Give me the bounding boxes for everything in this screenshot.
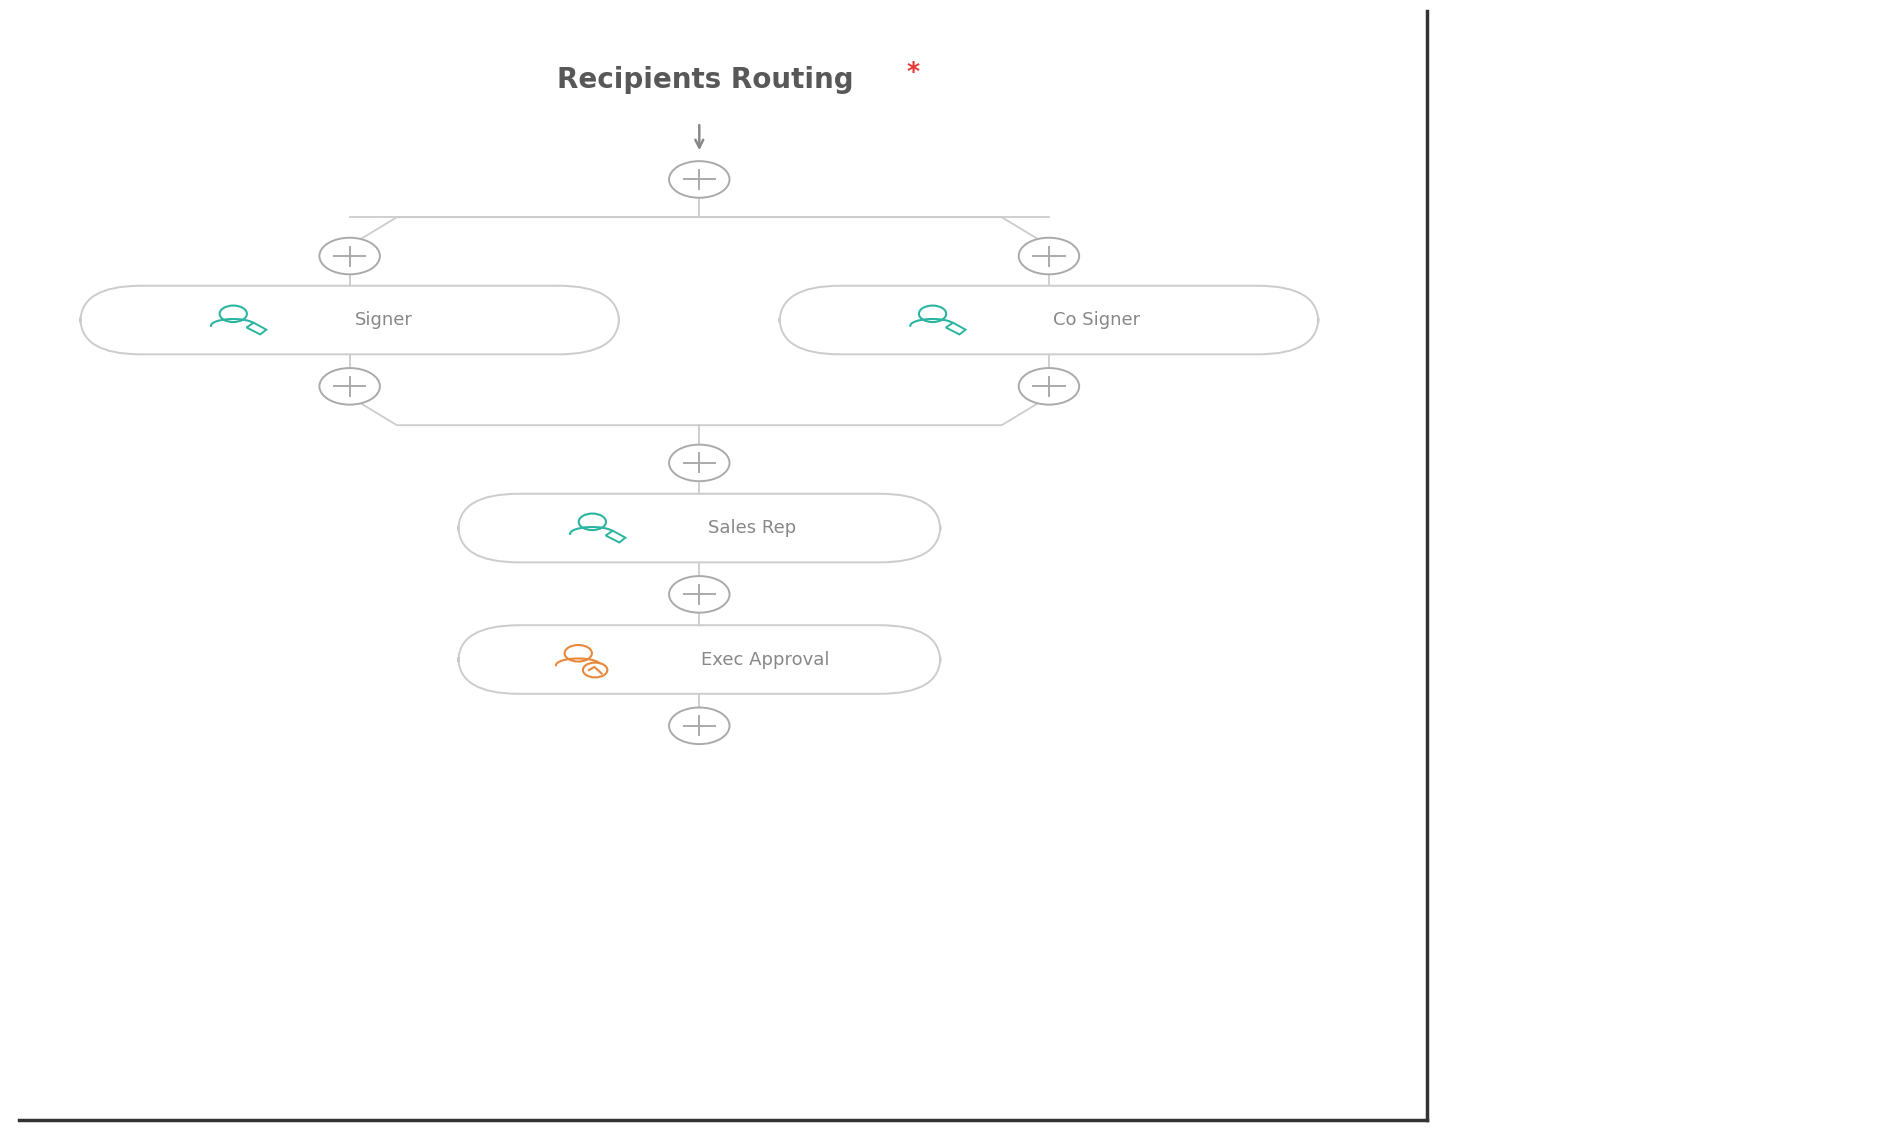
Text: Co Signer: Co Signer (1052, 311, 1139, 329)
Circle shape (219, 305, 247, 322)
Polygon shape (944, 322, 965, 335)
FancyBboxPatch shape (780, 286, 1319, 354)
Text: Recipients Routing: Recipients Routing (557, 66, 852, 94)
Circle shape (319, 238, 380, 274)
Circle shape (669, 576, 729, 613)
Circle shape (1018, 368, 1079, 405)
Circle shape (578, 513, 606, 530)
Circle shape (582, 663, 606, 678)
FancyBboxPatch shape (457, 625, 939, 694)
Circle shape (669, 445, 729, 481)
Polygon shape (604, 530, 625, 543)
Circle shape (319, 368, 380, 405)
Text: Sales Rep: Sales Rep (708, 519, 795, 537)
FancyBboxPatch shape (457, 494, 939, 562)
Polygon shape (246, 322, 266, 335)
Circle shape (565, 645, 591, 662)
Circle shape (669, 708, 729, 744)
Text: *: * (907, 61, 918, 83)
Circle shape (669, 161, 729, 198)
Text: Exec Approval: Exec Approval (701, 650, 829, 669)
Circle shape (1018, 238, 1079, 274)
FancyBboxPatch shape (79, 286, 618, 354)
Text: Signer: Signer (355, 311, 412, 329)
Circle shape (918, 305, 946, 322)
